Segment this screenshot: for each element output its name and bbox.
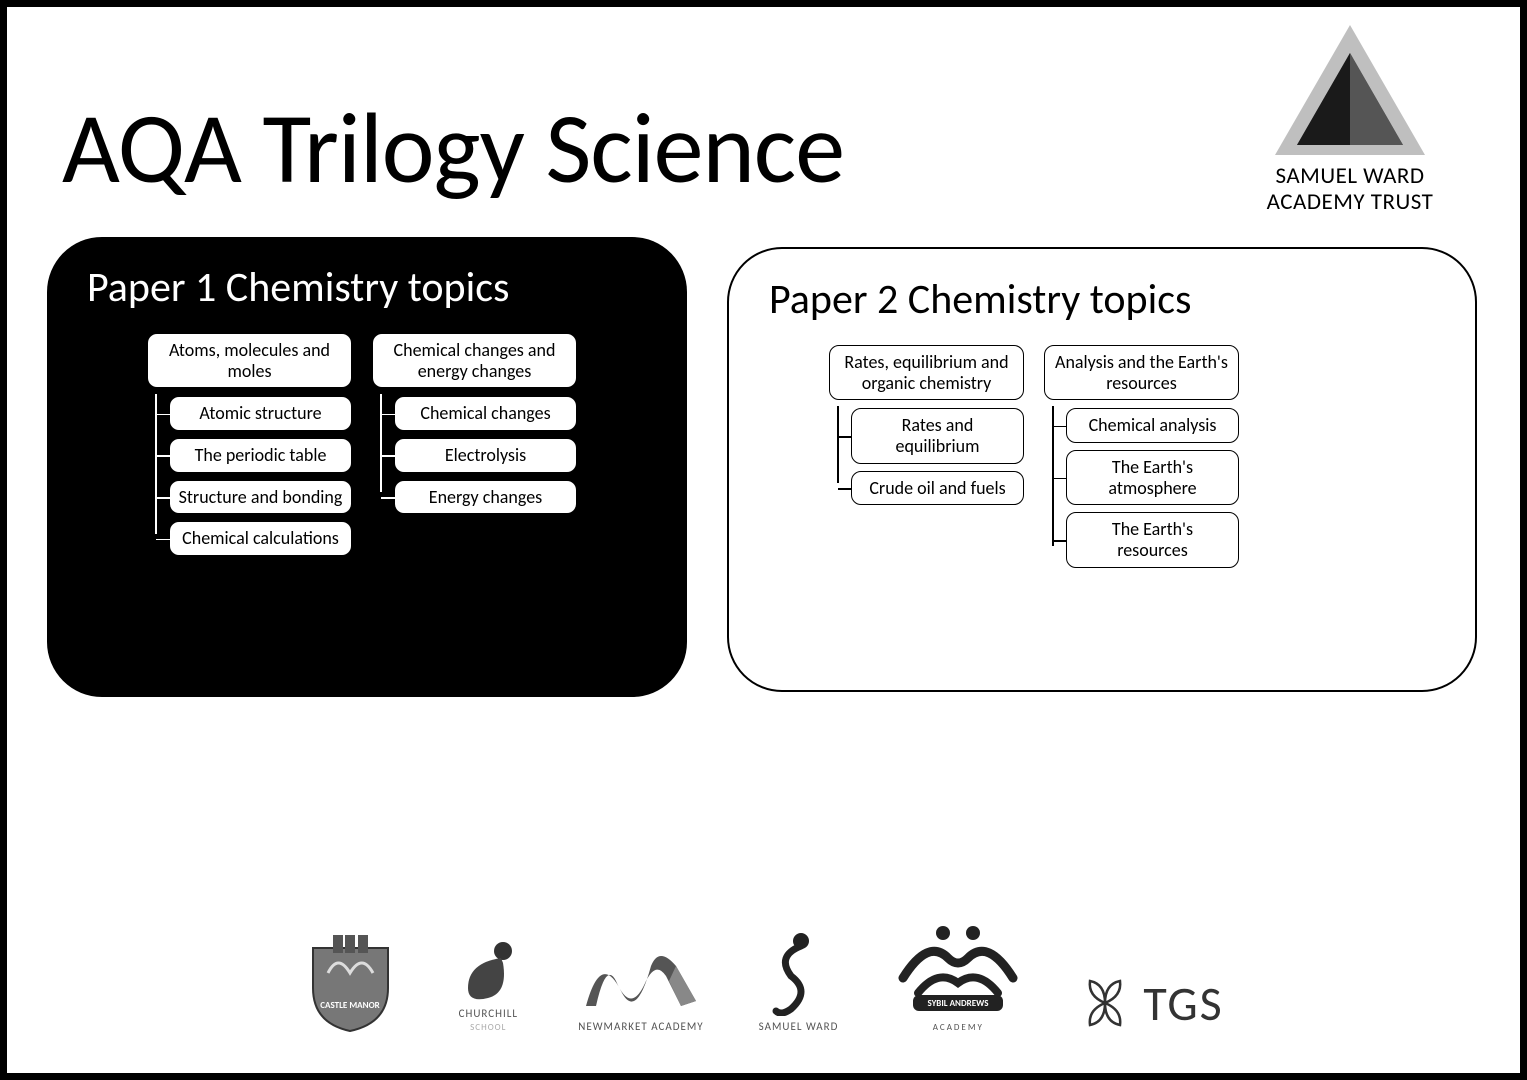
svg-text:CASTLE MANOR: CASTLE MANOR	[321, 1000, 380, 1011]
castle-manor-logo: CASTLE MANOR	[303, 933, 398, 1033]
logo-label: TGS	[1143, 974, 1223, 1033]
topic-item: Electrolysis	[394, 438, 577, 473]
figures-icon: SYBIL ANDREWS	[893, 923, 1023, 1018]
topic-header: Chemical changes and energy changes	[372, 333, 577, 388]
topic-item: Energy changes	[394, 480, 577, 515]
logo-label: NEWMARKET ACADEMY	[578, 1020, 703, 1033]
paper1-col-0: Atoms, molecules and moles Atomic struct…	[147, 333, 352, 563]
topic-item: Chemical analysis	[1066, 408, 1239, 443]
shield-icon: CASTLE MANOR	[303, 933, 398, 1033]
paper2-col-1: Analysis and the Earth's resources Chemi…	[1044, 345, 1239, 575]
page: AQA Trilogy Science SAMUEL WARD ACADEMY …	[0, 0, 1527, 1080]
topic-item: Chemical changes	[394, 396, 577, 431]
topic-item: Crude oil and fuels	[851, 471, 1024, 506]
paper1-title: Paper 1 Chemistry topics	[87, 262, 657, 313]
logo-label: CHURCHILL	[459, 1007, 518, 1020]
topic-item: Structure and bonding	[169, 480, 352, 515]
swirl-icon	[453, 933, 523, 1003]
topic-item: The Earth's resources	[1066, 512, 1239, 567]
paper2-col-0: Rates, equilibrium and organic chemistry…	[829, 345, 1024, 575]
wave-n-icon	[581, 946, 701, 1016]
trust-name-line1: SAMUEL WARD	[1275, 162, 1424, 190]
svg-text:SYBIL ANDREWS: SYBIL ANDREWS	[928, 998, 989, 1009]
triangle-logo-icon	[1275, 25, 1425, 155]
s-swirl-icon	[771, 931, 826, 1016]
churchill-logo: CHURCHILL SCHOOL	[453, 933, 523, 1033]
topic-header: Rates, equilibrium and organic chemistry	[829, 345, 1024, 400]
trust-logo: SAMUEL WARD ACADEMY TRUST	[1235, 25, 1465, 216]
paper1-panel: Paper 1 Chemistry topics Atoms, molecule…	[47, 237, 687, 697]
footer-logos: CASTLE MANOR CHURCHILL SCHOOL NEWMARKET …	[7, 923, 1520, 1033]
topic-item: The periodic table	[169, 438, 352, 473]
sybil-andrews-logo: SYBIL ANDREWS ACADEMY	[893, 923, 1023, 1033]
paper2-title: Paper 2 Chemistry topics	[769, 274, 1445, 325]
logo-sublabel: SCHOOL	[470, 1022, 506, 1033]
topic-item: The Earth's atmosphere	[1066, 450, 1239, 505]
tgs-logo: TGS	[1078, 974, 1223, 1033]
page-title: AQA Trilogy Science	[62, 87, 844, 209]
leaves-icon	[1078, 976, 1133, 1031]
trust-name-line2: ACADEMY TRUST	[1267, 188, 1434, 216]
topic-item: Atomic structure	[169, 396, 352, 431]
topic-header: Atoms, molecules and moles	[147, 333, 352, 388]
topic-header: Analysis and the Earth's resources	[1044, 345, 1239, 400]
paper2-panel: Paper 2 Chemistry topics Rates, equilibr…	[727, 247, 1477, 692]
topic-item: Chemical calculations	[169, 521, 352, 556]
newmarket-logo: NEWMARKET ACADEMY	[578, 946, 703, 1033]
logo-sublabel: ACADEMY	[933, 1022, 984, 1033]
logo-label: SAMUEL WARD	[759, 1020, 839, 1033]
samuel-ward-logo: SAMUEL WARD	[759, 931, 839, 1033]
topic-item: Rates and equilibrium	[851, 408, 1024, 463]
paper1-col-1: Chemical changes and energy changes Chem…	[372, 333, 577, 563]
